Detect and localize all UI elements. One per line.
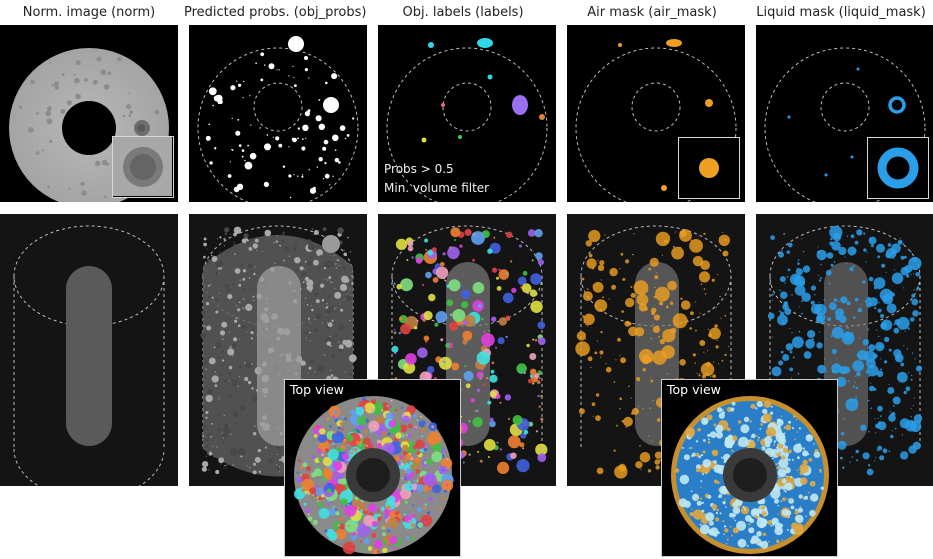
norm-zoom-inset [112,136,174,198]
norm-volume-render [13,225,165,486]
panel-norm-slice [0,25,178,202]
panel-air-mask-slice [567,25,745,202]
header-liquid-mask: Liquid mask (liquid_mask) [756,5,926,20]
header-norm: Norm. image (norm) [22,5,156,20]
header-air-mask: Air mask (air_mask) [587,5,717,20]
obj-probs-slice-image [197,36,359,202]
labels-caption-line1: Probs > 0.5 [384,162,454,176]
panel-norm-volume [0,214,178,486]
top-view-liquid-title: Top view [667,382,721,397]
top-view-labels-image [294,396,454,555]
panel-obj-probs-slice [189,25,367,202]
top-view-liquid: Top view [661,379,838,557]
labels-caption-line2: Min. volume filter [384,181,490,195]
header-obj-probs: Predicted probs. (obj_probs) [184,5,367,20]
air-mask-zoom-inset [678,137,740,199]
top-view-labels: Top view [284,379,461,557]
labels-slice-image [386,38,548,202]
top-view-liquid-image [671,396,829,554]
liquid-mask-slice-image [764,47,926,202]
air-mask-slice-image [575,39,737,202]
panel-liquid-mask-slice [756,25,933,202]
panel-labels-slice: Probs > 0.5 Min. volume filter [378,25,556,202]
liquid-mask-zoom-inset [867,137,929,199]
header-labels: Obj. labels (labels) [402,5,524,20]
top-view-labels-title: Top view [290,382,344,397]
